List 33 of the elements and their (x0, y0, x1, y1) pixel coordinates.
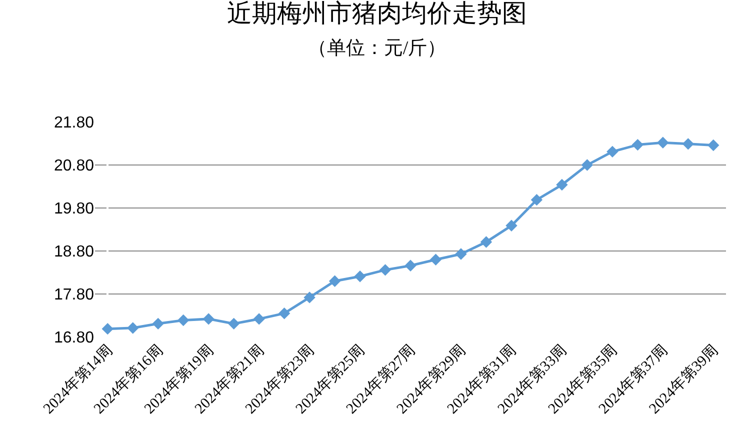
y-tick-label: 16.80 (54, 330, 94, 347)
point (657, 136, 669, 148)
point (278, 308, 290, 320)
point (102, 322, 114, 335)
point (632, 138, 644, 151)
point (506, 220, 518, 232)
chart-subtitle: （单位：元/斤） (308, 38, 446, 59)
point (455, 248, 467, 260)
point (430, 254, 442, 266)
point (127, 322, 139, 334)
point (177, 314, 190, 326)
point (581, 159, 594, 171)
y-tick-label: 18.80 (54, 244, 94, 261)
point (606, 146, 618, 158)
point (682, 138, 694, 150)
point (404, 260, 416, 272)
y-tick-label: 19.80 (54, 200, 94, 218)
y-tick-label: 20.80 (54, 158, 94, 175)
point (328, 275, 341, 287)
y-tick-label: 17.80 (54, 286, 94, 304)
point (354, 270, 366, 282)
point (253, 313, 265, 325)
point (228, 318, 240, 330)
point (708, 139, 720, 152)
point (530, 194, 543, 206)
point (480, 236, 492, 248)
point (152, 318, 164, 330)
y-tick-label: 21.80 (54, 114, 94, 132)
chart-title: 近期梅州市猪肉均价走势图 (227, 0, 527, 28)
point (202, 313, 214, 325)
point (304, 292, 316, 304)
point (379, 264, 392, 276)
point (556, 178, 568, 191)
